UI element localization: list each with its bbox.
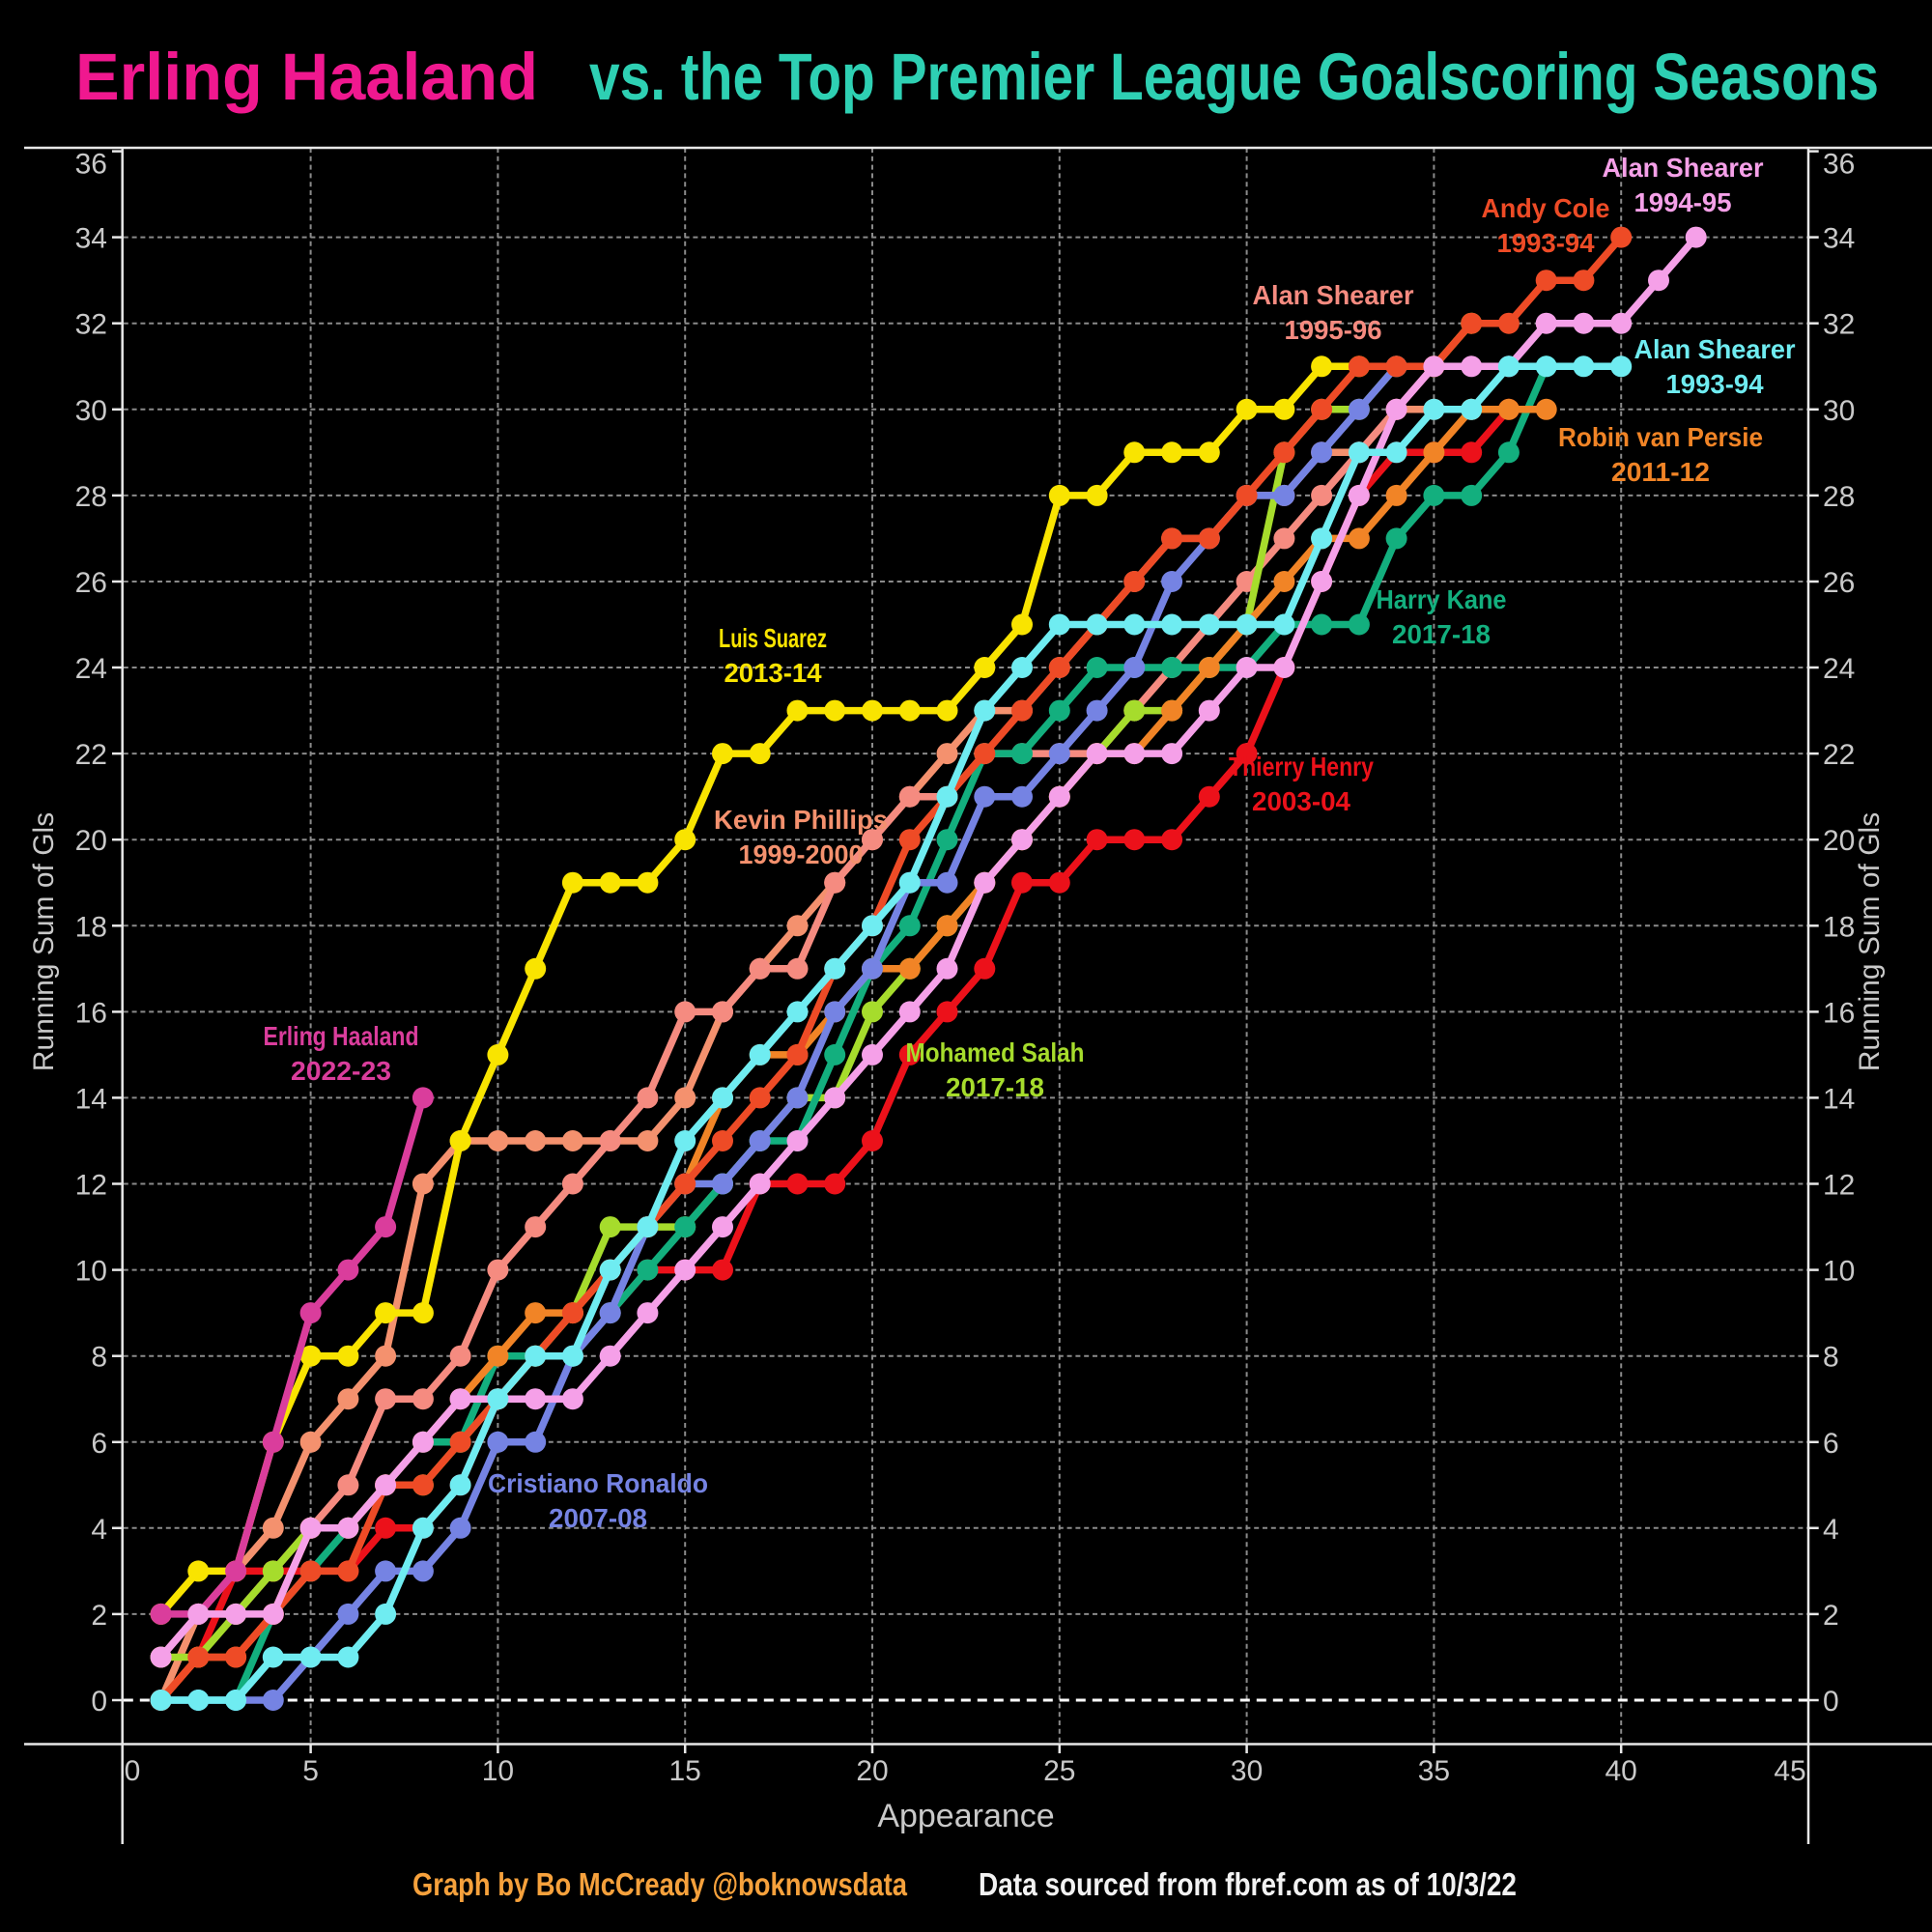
svg-text:30: 30	[1823, 395, 1855, 427]
svg-text:12: 12	[75, 1170, 107, 1202]
svg-text:1993-94: 1993-94	[1666, 369, 1764, 399]
svg-text:18: 18	[75, 911, 107, 943]
svg-text:26: 26	[75, 567, 107, 599]
svg-text:35: 35	[1418, 1755, 1450, 1787]
svg-text:25: 25	[1043, 1755, 1075, 1787]
svg-text:34: 34	[75, 223, 107, 255]
svg-text:28: 28	[1823, 481, 1855, 513]
svg-text:14: 14	[75, 1083, 107, 1115]
svg-text:36: 36	[1823, 149, 1855, 181]
svg-text:16: 16	[75, 997, 107, 1029]
svg-text:16: 16	[1823, 997, 1855, 1029]
svg-text:Graph by Bo McCready @boknowsd: Graph by Bo McCready @boknowsdata	[412, 1866, 908, 1902]
svg-text:5: 5	[302, 1755, 319, 1787]
svg-text:0: 0	[125, 1755, 141, 1787]
svg-text:Data sourced from fbref.com as: Data sourced from fbref.com as of 10/3/2…	[979, 1866, 1517, 1902]
svg-text:Harry Kane: Harry Kane	[1377, 584, 1507, 614]
svg-text:vs. the Top Premier League Goa: vs. the Top Premier League Goalscoring S…	[589, 40, 1879, 114]
svg-text:34: 34	[1823, 223, 1855, 255]
svg-text:Alan Shearer: Alan Shearer	[1253, 280, 1414, 310]
svg-text:20: 20	[75, 825, 107, 857]
svg-text:4: 4	[1823, 1514, 1839, 1546]
svg-text:Andy Cole: Andy Cole	[1482, 193, 1610, 223]
svg-text:1995-96: 1995-96	[1285, 315, 1382, 345]
svg-text:Erling Haaland: Erling Haaland	[75, 40, 538, 114]
svg-text:10: 10	[1823, 1256, 1855, 1288]
svg-text:2: 2	[91, 1600, 107, 1632]
svg-text:6: 6	[91, 1428, 107, 1460]
svg-text:36: 36	[75, 149, 107, 181]
svg-text:2011-12: 2011-12	[1611, 457, 1710, 487]
svg-text:0: 0	[1823, 1686, 1839, 1718]
svg-text:12: 12	[1823, 1170, 1855, 1202]
svg-text:32: 32	[75, 309, 107, 341]
svg-text:8: 8	[1823, 1342, 1839, 1374]
svg-text:1994-95: 1994-95	[1634, 187, 1732, 217]
svg-text:22: 22	[75, 739, 107, 771]
svg-text:Running Sum of Gls: Running Sum of Gls	[28, 812, 60, 1071]
svg-text:0: 0	[91, 1686, 107, 1718]
svg-text:24: 24	[1823, 653, 1855, 685]
svg-text:Kevin Phillips: Kevin Phillips	[714, 805, 888, 835]
svg-text:30: 30	[75, 395, 107, 427]
svg-text:10: 10	[482, 1755, 514, 1787]
svg-text:2017-18: 2017-18	[946, 1072, 1044, 1102]
svg-text:1999-2000: 1999-2000	[739, 839, 864, 869]
svg-text:26: 26	[1823, 567, 1855, 599]
svg-text:Cristiano Ronaldo: Cristiano Ronaldo	[488, 1468, 708, 1498]
svg-text:2022-23: 2022-23	[291, 1056, 391, 1086]
svg-text:15: 15	[669, 1755, 701, 1787]
svg-text:28: 28	[75, 481, 107, 513]
svg-text:Thierry Henry: Thierry Henry	[1229, 752, 1374, 781]
svg-text:2: 2	[1823, 1600, 1839, 1632]
svg-text:20: 20	[856, 1755, 888, 1787]
svg-text:14: 14	[1823, 1083, 1855, 1115]
svg-text:Alan Shearer: Alan Shearer	[1634, 334, 1796, 364]
svg-text:24: 24	[75, 653, 107, 685]
svg-text:Alan Shearer: Alan Shearer	[1603, 153, 1764, 183]
svg-text:22: 22	[1823, 739, 1855, 771]
svg-text:10: 10	[75, 1256, 107, 1288]
svg-text:Mohamed Salah: Mohamed Salah	[906, 1037, 1085, 1067]
svg-text:20: 20	[1823, 825, 1855, 857]
svg-text:Erling Haaland: Erling Haaland	[264, 1021, 419, 1051]
svg-text:4: 4	[91, 1514, 107, 1546]
svg-text:18: 18	[1823, 911, 1855, 943]
svg-text:1993-94: 1993-94	[1497, 228, 1595, 258]
svg-text:Robin van Persie: Robin van Persie	[1558, 422, 1763, 452]
svg-text:8: 8	[91, 1342, 107, 1374]
svg-text:30: 30	[1231, 1755, 1263, 1787]
svg-text:Luis Suarez: Luis Suarez	[719, 623, 827, 653]
svg-text:2017-18: 2017-18	[1392, 619, 1491, 649]
svg-text:45: 45	[1774, 1755, 1805, 1787]
svg-text:2003-04: 2003-04	[1252, 786, 1350, 816]
svg-text:6: 6	[1823, 1428, 1839, 1460]
svg-text:Appearance: Appearance	[877, 1798, 1054, 1834]
svg-text:40: 40	[1605, 1755, 1637, 1787]
svg-text:2013-14: 2013-14	[724, 658, 822, 688]
svg-text:32: 32	[1823, 309, 1855, 341]
svg-text:Running Sum of Gls: Running Sum of Gls	[1854, 812, 1886, 1071]
svg-text:2007-08: 2007-08	[549, 1503, 647, 1533]
